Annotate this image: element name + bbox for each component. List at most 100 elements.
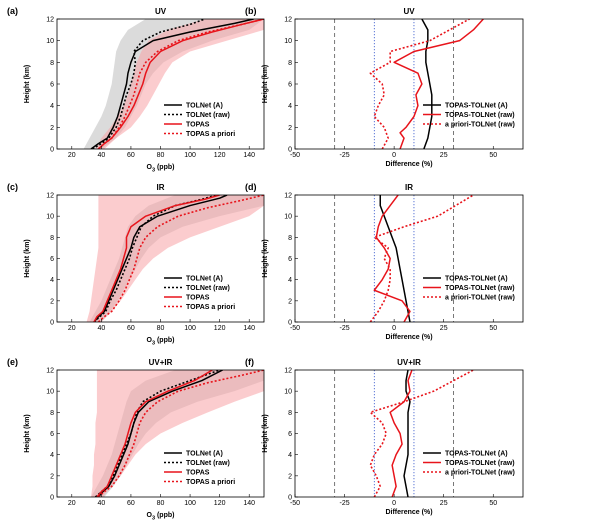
y-tick-label: 6 bbox=[288, 82, 292, 89]
x-tick-label: 20 bbox=[68, 500, 76, 507]
x-tick-label: 25 bbox=[440, 152, 448, 159]
series-line-3 bbox=[97, 19, 264, 149]
y-axis-label: Height (km) bbox=[262, 65, 269, 104]
x-tick-label: 80 bbox=[157, 325, 165, 332]
series-group bbox=[90, 19, 264, 149]
y-tick-label: 6 bbox=[50, 431, 54, 438]
x-axis-label-sub: 3 bbox=[152, 341, 155, 347]
legend-label-0: TOPAS-TOLNet (A) bbox=[445, 103, 508, 110]
x-tick-label: 100 bbox=[184, 500, 196, 507]
series-line-2 bbox=[369, 195, 474, 322]
x-tick-label: -50 bbox=[290, 325, 300, 332]
y-tick-label: 0 bbox=[288, 147, 292, 154]
y-tick-label: 4 bbox=[50, 277, 54, 284]
legend-label-2: a priori-TOLNet (raw) bbox=[445, 470, 515, 477]
series-group bbox=[369, 370, 474, 497]
legend-label-0: TOPAS-TOLNet (A) bbox=[445, 276, 508, 283]
y-tick-label: 2 bbox=[50, 473, 54, 480]
y-axis-label: Height (km) bbox=[262, 239, 269, 278]
panel-label: (f) bbox=[245, 357, 254, 367]
y-tick-label: 2 bbox=[50, 298, 54, 305]
y-tick-label: 12 bbox=[284, 17, 292, 24]
y-tick-label: 8 bbox=[288, 60, 292, 67]
series-line-0 bbox=[93, 195, 228, 322]
panel-label: (b) bbox=[245, 6, 257, 16]
chart-panel-b: -50 -25 0 25 50 0 2 4 6 8 10 12 (b) UV Height (km) Diff… bbox=[245, 6, 524, 168]
series-group bbox=[94, 370, 264, 497]
legend-label-3: TOPAS a priori bbox=[186, 479, 235, 486]
legend-label-1: TOPAS-TOLNet (raw) bbox=[445, 285, 515, 292]
legend-label-1: TOLNet (raw) bbox=[186, 285, 230, 292]
y-axis-label: Height (km) bbox=[262, 414, 269, 453]
panel-title: UV+IR bbox=[149, 358, 173, 367]
series-line-2 bbox=[369, 19, 470, 149]
panel-title: UV bbox=[403, 7, 415, 16]
y-tick-label: 0 bbox=[50, 495, 54, 502]
band-group bbox=[91, 370, 264, 497]
y-tick-label: 12 bbox=[284, 368, 292, 375]
series-line-2 bbox=[96, 370, 213, 497]
x-tick-label: 60 bbox=[127, 152, 135, 159]
x-tick-label: 25 bbox=[440, 325, 448, 332]
y-axis-label: Height (km) bbox=[24, 65, 31, 104]
series-line-3 bbox=[97, 195, 264, 322]
x-tick-label: -25 bbox=[340, 500, 350, 507]
series-line-3 bbox=[97, 370, 264, 497]
y-tick-label: 10 bbox=[46, 389, 54, 396]
series-line-2 bbox=[93, 195, 220, 322]
x-axis-label-sub: 3 bbox=[152, 168, 155, 174]
series-line-1 bbox=[389, 370, 413, 497]
series-line-1 bbox=[373, 195, 411, 322]
panel-title: UV+IR bbox=[397, 358, 421, 367]
x-tick-label: 140 bbox=[243, 325, 255, 332]
x-axis-label: O3 (ppb) bbox=[147, 337, 175, 347]
x-tick-label: 100 bbox=[184, 325, 196, 332]
x-axis-label: Difference (%) bbox=[385, 161, 432, 168]
y-tick-label: 8 bbox=[50, 235, 54, 242]
x-tick-label: 120 bbox=[214, 152, 226, 159]
series-group bbox=[93, 195, 264, 322]
panel-title: UV bbox=[155, 7, 167, 16]
y-tick-label: 12 bbox=[46, 368, 54, 375]
y-tick-label: 10 bbox=[284, 38, 292, 45]
x-tick-label: 120 bbox=[214, 325, 226, 332]
x-tick-label: 50 bbox=[489, 152, 497, 159]
y-tick-label: 10 bbox=[46, 38, 54, 45]
y-tick-label: 6 bbox=[50, 82, 54, 89]
x-tick-label: 120 bbox=[214, 500, 226, 507]
legend-label-0: TOLNet (A) bbox=[186, 276, 223, 283]
x-axis-label: Difference (%) bbox=[385, 509, 432, 516]
x-tick-label: -25 bbox=[340, 152, 350, 159]
legend-label-1: TOPAS-TOLNet (raw) bbox=[445, 460, 515, 467]
legend-label-2: a priori-TOLNet (raw) bbox=[445, 295, 515, 302]
y-tick-label: 8 bbox=[288, 235, 292, 242]
y-tick-label: 8 bbox=[50, 410, 54, 417]
x-axis-label-main: O bbox=[147, 164, 153, 171]
x-axis-label: O3 (ppb) bbox=[147, 512, 175, 522]
y-tick-label: 4 bbox=[50, 103, 54, 110]
panel-label: (d) bbox=[245, 182, 257, 192]
x-tick-label: 40 bbox=[97, 500, 105, 507]
x-axis-label-unit: (ppb) bbox=[155, 337, 174, 344]
x-tick-label: 0 bbox=[392, 152, 396, 159]
legend-label-0: TOPAS-TOLNet (A) bbox=[445, 451, 508, 458]
y-tick-label: 4 bbox=[288, 277, 292, 284]
spread-band-1 bbox=[95, 19, 264, 149]
y-tick-label: 0 bbox=[288, 320, 292, 327]
y-tick-label: 2 bbox=[288, 125, 292, 132]
y-tick-label: 10 bbox=[284, 214, 292, 221]
y-tick-label: 8 bbox=[288, 410, 292, 417]
x-tick-label: 80 bbox=[157, 152, 165, 159]
series-line-0 bbox=[379, 195, 411, 322]
legend-label-1: TOLNet (raw) bbox=[186, 112, 230, 119]
y-tick-label: 0 bbox=[288, 495, 292, 502]
x-tick-label: 80 bbox=[157, 500, 165, 507]
legend-label-2: a priori-TOLNet (raw) bbox=[445, 122, 515, 129]
x-tick-label: 40 bbox=[97, 152, 105, 159]
x-tick-label: 20 bbox=[68, 325, 76, 332]
series-line-0 bbox=[421, 19, 433, 149]
band-group bbox=[86, 195, 264, 322]
panel-label: (c) bbox=[7, 182, 18, 192]
legend-label-2: TOPAS bbox=[186, 122, 210, 129]
